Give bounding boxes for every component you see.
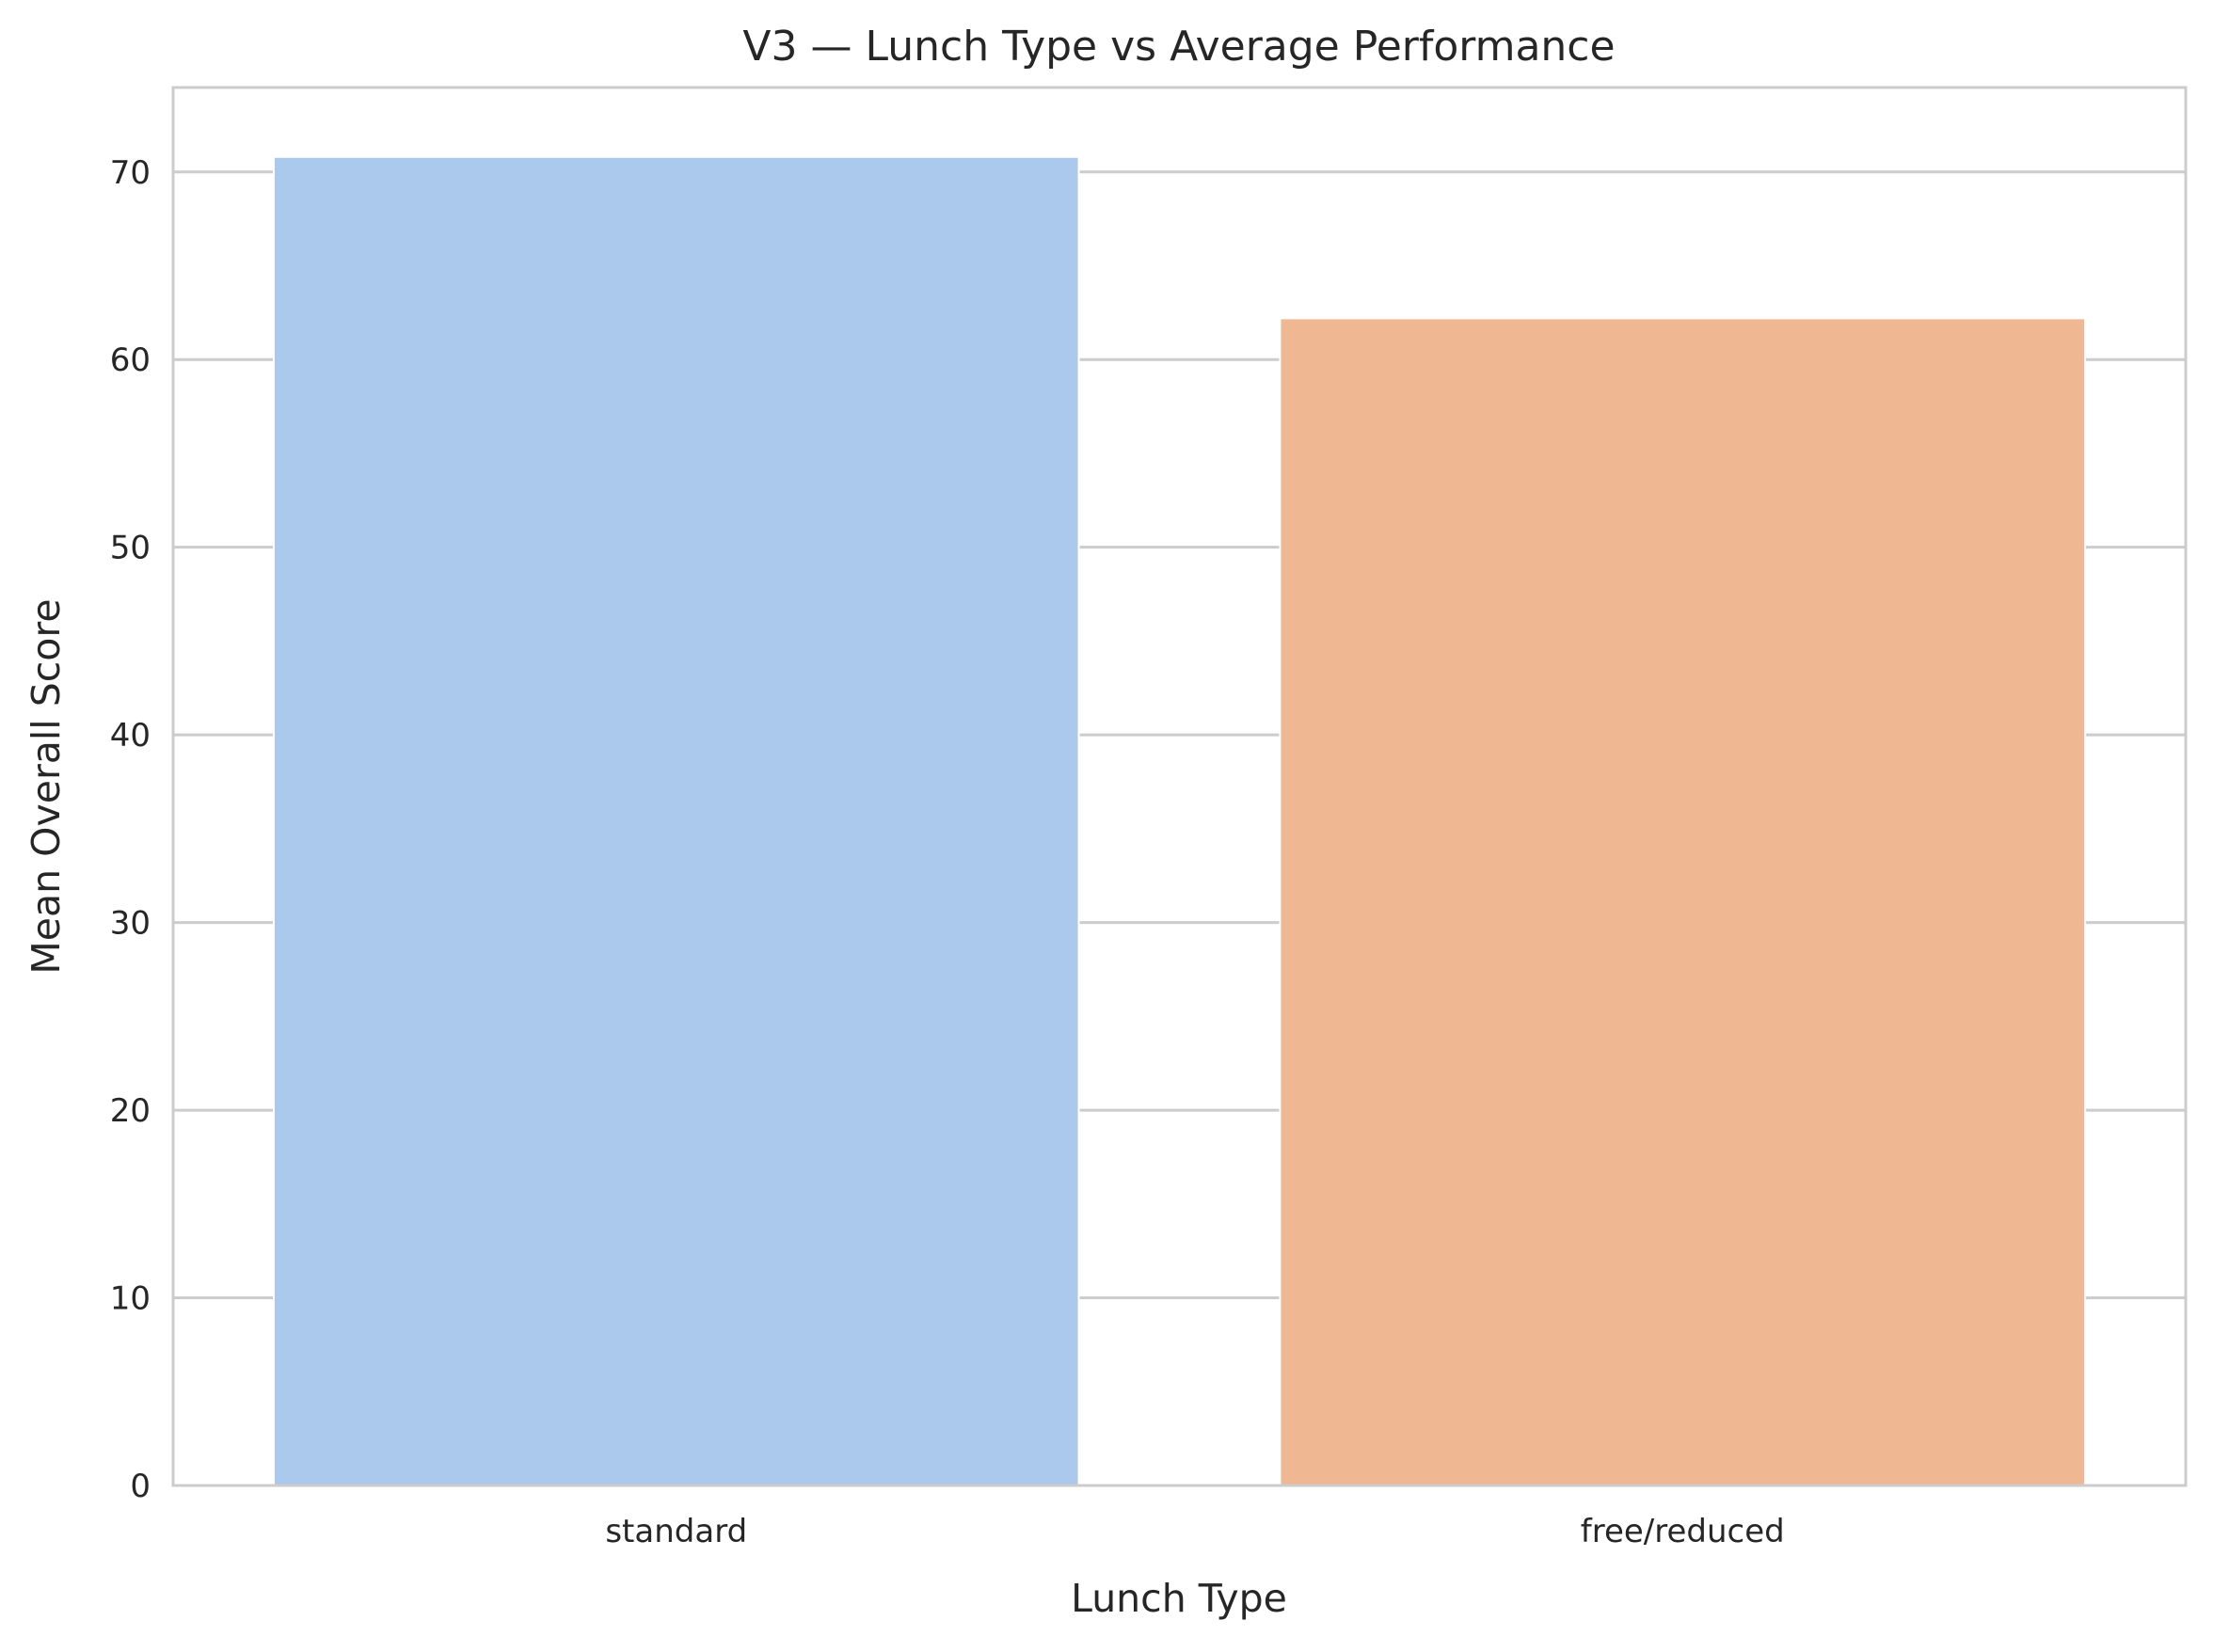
y-tick-label: 10 <box>110 1280 151 1318</box>
plot-frame <box>171 86 2188 1487</box>
y-axis-ticks: 0 10 20 30 40 50 60 70 <box>110 154 151 1505</box>
chart-title: V3 — Lunch Type vs Average Performance <box>742 23 1615 71</box>
y-tick-label: 50 <box>110 530 151 567</box>
y-tick-label: 0 <box>130 1468 151 1505</box>
x-tick-label: free/reduced <box>1581 1513 1785 1550</box>
bar-free-reduced <box>1279 317 2087 1486</box>
x-axis-ticks: standard free/reduced <box>605 1513 1784 1550</box>
x-tick-label: standard <box>605 1513 747 1550</box>
x-axis-label: Lunch Type <box>1071 1576 1287 1621</box>
y-tick-label: 40 <box>110 717 151 755</box>
y-axis-label: Mean Overall Score <box>24 598 69 974</box>
y-tick-label: 20 <box>110 1092 151 1130</box>
y-tick-label: 70 <box>110 154 151 192</box>
y-tick-label: 60 <box>110 342 151 379</box>
bars <box>272 155 2087 1486</box>
bar-standard <box>272 155 1080 1486</box>
y-tick-label: 30 <box>110 905 151 943</box>
